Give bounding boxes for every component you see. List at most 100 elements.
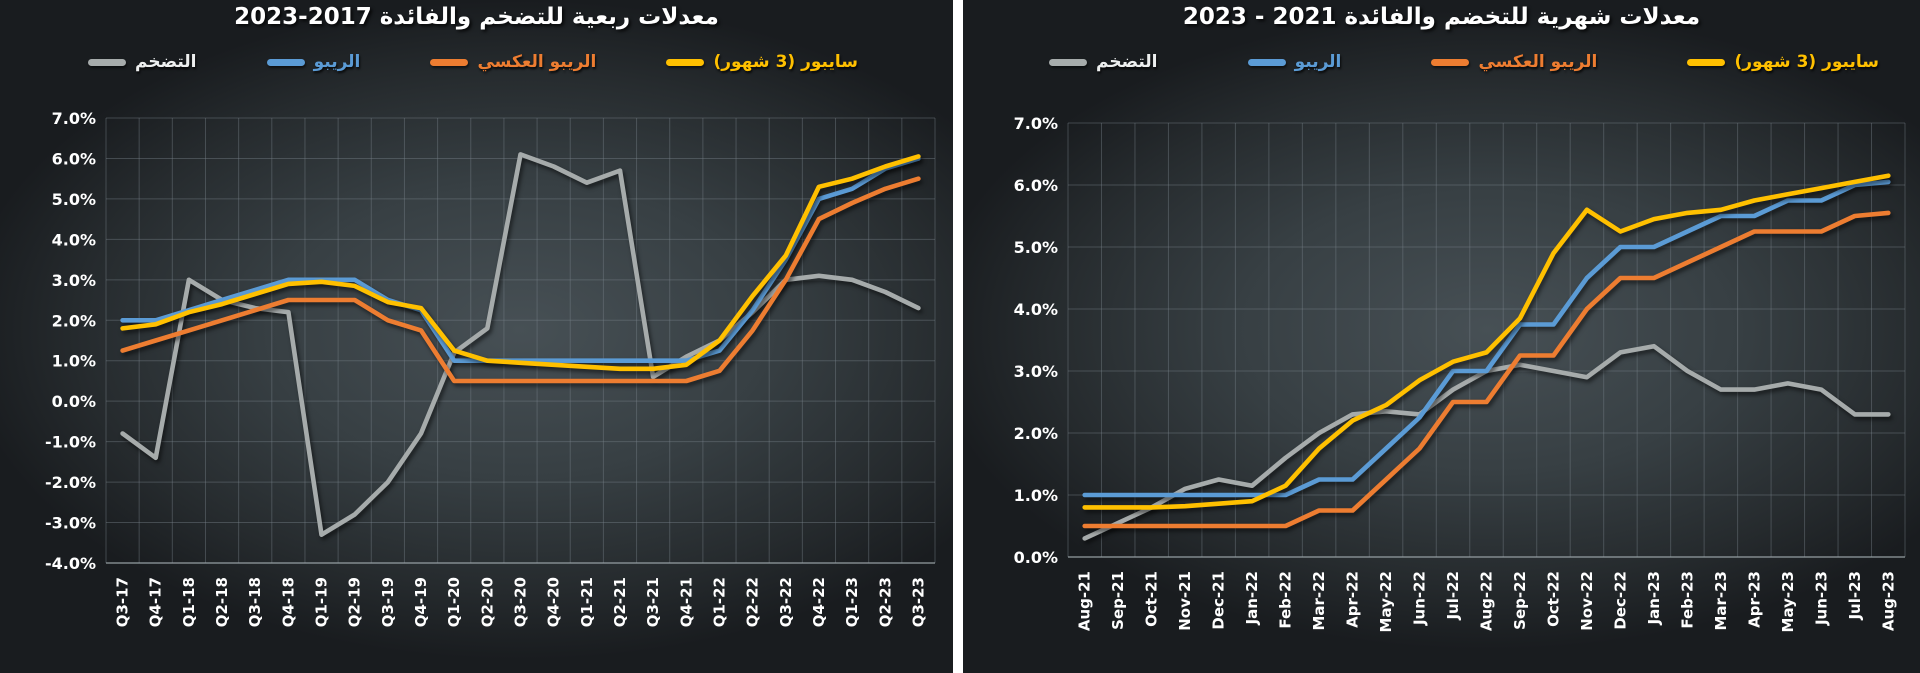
- legend-swatch-icon: [1431, 58, 1470, 66]
- y-tick-label: 5.0%: [1014, 238, 1058, 257]
- legend-item-3: سايبور (3 شهور): [1687, 52, 1879, 72]
- y-tick-label: 5.0%: [52, 190, 96, 209]
- series-line-سايبور (3 شهور): [1082, 173, 1891, 510]
- x-tick-label: Feb-22: [1277, 571, 1295, 629]
- x-tick-label: Feb-23: [1678, 571, 1696, 629]
- y-tick-label: 3.0%: [52, 271, 96, 290]
- x-tick-label: Q3-21: [644, 577, 662, 627]
- series-line-الريبو: [1082, 179, 1891, 498]
- legend-label: الريبو: [313, 52, 361, 72]
- y-tick-label: -2.0%: [45, 473, 96, 492]
- series-line-الريبو العكسي: [1082, 210, 1891, 529]
- legend-label: الريبو: [1294, 52, 1342, 72]
- legend-label: سايبور (3 شهور): [1734, 52, 1879, 72]
- x-tick-label: Sep-22: [1511, 571, 1529, 630]
- series-line-التضخم: [120, 152, 921, 538]
- x-tick-label: Q2-19: [346, 577, 364, 627]
- y-tick-label: 7.0%: [52, 109, 96, 128]
- x-tick-label: Q3-19: [379, 577, 397, 627]
- x-tick-label: Q3-18: [246, 577, 264, 627]
- y-tick-label: 0.0%: [1014, 548, 1058, 567]
- y-tick-label: -4.0%: [45, 554, 96, 573]
- x-tick-label: Q3-20: [512, 577, 530, 627]
- x-tick-label: Q3-17: [114, 577, 132, 627]
- y-tick-label: 2.0%: [52, 311, 96, 330]
- quarterly-chart-panel: معدلات ربعية للتضخم والفائدة 2017-2023 ا…: [0, 0, 953, 673]
- x-tick-label: Mar-23: [1712, 571, 1730, 631]
- x-tick-label: Q1-23: [843, 577, 861, 627]
- x-tick-label: Oct-21: [1143, 571, 1161, 627]
- x-tick-label: Mar-22: [1310, 571, 1328, 631]
- series-line-سايبور (3 شهور): [120, 154, 921, 372]
- x-tick-label: Q4-22: [810, 577, 828, 627]
- x-tick-label: Q1-20: [445, 577, 463, 627]
- x-tick-label: Jun-23: [1812, 571, 1830, 626]
- y-tick-label: 1.0%: [52, 352, 96, 371]
- x-tick-label: Q4-19: [412, 577, 430, 627]
- x-tick-label: Apr-22: [1344, 571, 1362, 628]
- x-tick-label: Q1-19: [313, 577, 331, 627]
- x-tick-label: Nov-22: [1578, 571, 1596, 631]
- y-tick-label: 4.0%: [1014, 300, 1058, 319]
- quarterly-line-chart: 7.0% 6.0% 5.0% 4.0% 3.0% 2.0% 1.0% 0.0% -1.0% -2.…: [45, 109, 936, 627]
- x-tick-label: Jul-22: [1444, 571, 1462, 621]
- y-tick-label: 7.0%: [1014, 114, 1058, 133]
- y-tick-label: -1.0%: [45, 433, 96, 452]
- legend-item-2: الريبو العكسي: [430, 52, 596, 72]
- series-line-الريبو العكسي: [120, 176, 921, 384]
- x-tick-label: Q1-18: [180, 577, 198, 627]
- legend-swatch-icon: [666, 58, 705, 66]
- x-tick-label: Q4-17: [147, 577, 165, 627]
- x-tick-label: Q1-21: [578, 577, 596, 627]
- y-tick-label: 1.0%: [1014, 486, 1058, 505]
- legend-swatch-icon: [1247, 58, 1286, 66]
- x-tick-label: Apr-23: [1745, 571, 1763, 628]
- x-tick-label: Aug-23: [1879, 571, 1897, 631]
- x-tick-label: May-22: [1377, 571, 1395, 632]
- y-tick-label: 0.0%: [52, 392, 96, 411]
- x-tick-label: Aug-21: [1076, 571, 1094, 631]
- x-tick-label: Aug-22: [1478, 571, 1496, 631]
- x-tick-label: Nov-21: [1176, 571, 1194, 631]
- x-tick-label: Jan-23: [1645, 571, 1663, 625]
- y-tick-label: 6.0%: [52, 149, 96, 168]
- x-tick-label: Jul-23: [1846, 571, 1864, 621]
- legend-swatch-icon: [1049, 58, 1087, 66]
- x-tick-label: Q4-20: [545, 577, 563, 627]
- y-tick-label: 4.0%: [52, 230, 96, 249]
- legend-label: التضخم: [1096, 52, 1158, 72]
- x-tick-label: May-23: [1779, 571, 1797, 632]
- legend-label: سايبور (3 شهور): [713, 52, 858, 72]
- legend-item-0: التضخم: [1049, 52, 1157, 72]
- x-tick-label: Q2-23: [876, 577, 894, 627]
- monthly-chart-title: معدلات شهرية للتخضم والفائدة 2021 - 2023: [1182, 4, 1701, 30]
- panel-divider: [953, 0, 963, 673]
- quarterly-chart-legend: التضخم الريبو الريبو العكسي سايبور (3 شهور): [88, 52, 858, 72]
- y-tick-label: 3.0%: [1014, 362, 1058, 381]
- y-tick-label: 2.0%: [1014, 424, 1058, 443]
- x-tick-label: Q1-22: [710, 577, 728, 627]
- x-tick-label: Oct-22: [1544, 571, 1562, 627]
- legend-swatch-icon: [430, 58, 469, 66]
- y-tick-label: 6.0%: [1014, 176, 1058, 195]
- series-line-التضخم: [1082, 343, 1891, 541]
- x-tick-label: Q3-22: [777, 577, 795, 627]
- legend-label: التضخم: [135, 52, 197, 72]
- x-tick-label: Jan-22: [1243, 571, 1261, 625]
- quarterly-chart-title: معدلات ربعية للتضخم والفائدة 2017-2023: [234, 4, 719, 30]
- x-tick-label: Q4-18: [279, 577, 297, 627]
- x-tick-label: Q2-18: [213, 577, 231, 627]
- legend-item-3: سايبور (3 شهور): [666, 52, 858, 72]
- legend-item-1: الريبو: [266, 52, 361, 72]
- x-tick-label: Sep-21: [1109, 571, 1127, 630]
- monthly-chart-legend: التضخم الريبو الريبو العكسي سايبور (3 شهور): [1049, 52, 1879, 72]
- monthly-line-chart: 7.0% 6.0% 5.0% 4.0% 3.0% 2.0% 1.0% 0.0% Aug-21 Se…: [1014, 114, 1906, 632]
- legend-swatch-icon: [266, 58, 305, 66]
- legend-label: الريبو العكسي: [1478, 52, 1598, 72]
- y-tick-label: -3.0%: [45, 514, 96, 533]
- monthly-chart-panel: معدلات شهرية للتخضم والفائدة 2021 - 2023…: [963, 0, 1920, 673]
- x-tick-label: Jun-22: [1411, 571, 1429, 626]
- x-tick-label: Dec-22: [1611, 571, 1629, 630]
- legend-swatch-icon: [88, 58, 126, 66]
